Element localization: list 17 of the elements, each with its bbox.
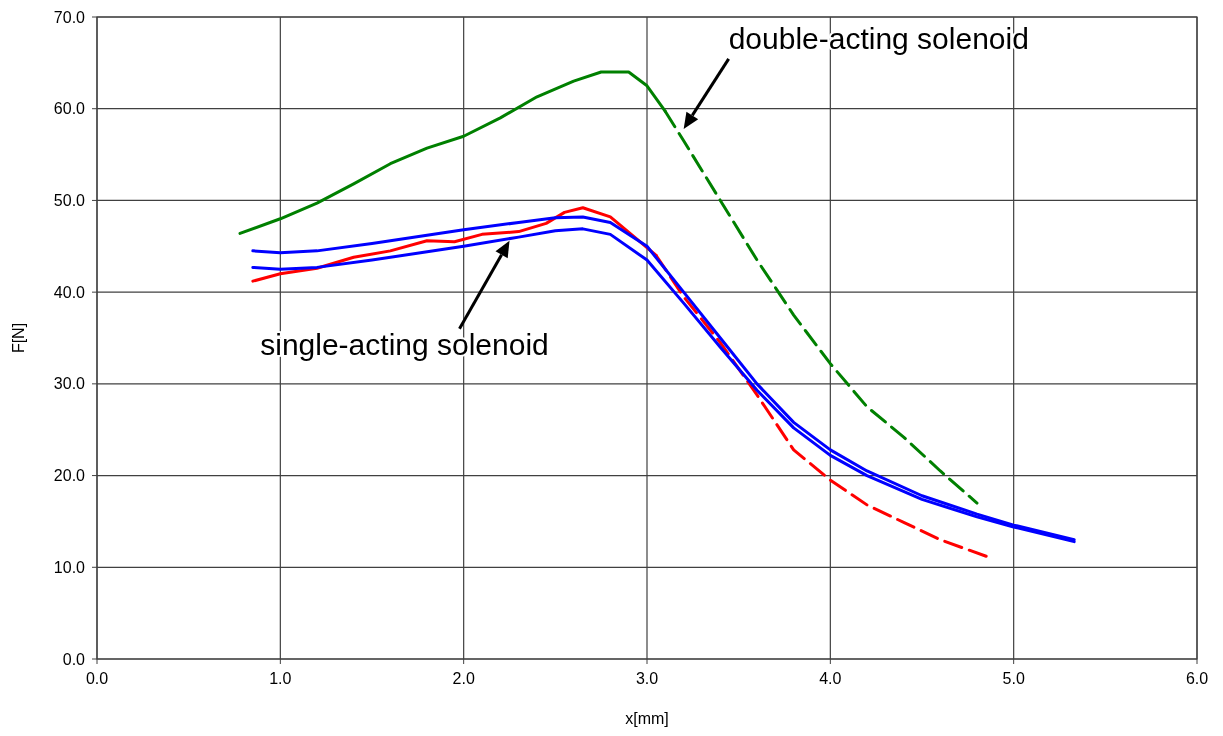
x-axis-title: x[mm] bbox=[625, 710, 669, 727]
x-tick-label: 6.0 bbox=[1185, 670, 1209, 687]
y-tick-label: 70.0 bbox=[53, 8, 86, 26]
y-tick-label: 40.0 bbox=[53, 283, 86, 301]
x-tick-label: 0.0 bbox=[85, 670, 109, 687]
y-tick-label: 30.0 bbox=[53, 375, 86, 393]
y-tick-label: 60.0 bbox=[53, 100, 86, 118]
y-tick-label: 20.0 bbox=[53, 467, 86, 485]
x-tick-label: 5.0 bbox=[1002, 670, 1025, 687]
x-tick-label: 2.0 bbox=[452, 670, 475, 687]
y-tick-label: 0.0 bbox=[62, 650, 86, 668]
x-tick-label: 1.0 bbox=[269, 670, 292, 687]
y-tick-label: 50.0 bbox=[53, 192, 86, 210]
y-tick-label: 10.0 bbox=[53, 558, 86, 576]
x-tick-label: 3.0 bbox=[635, 670, 659, 687]
y-axis-title: F[N] bbox=[10, 322, 27, 354]
x-tick-label: 4.0 bbox=[819, 670, 842, 687]
